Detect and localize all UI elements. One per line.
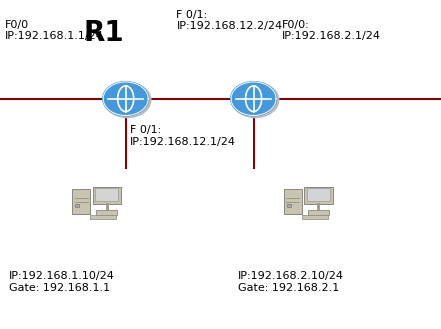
Circle shape xyxy=(232,83,279,117)
Text: F0/0
IP:192.168.1.1/24: F0/0 IP:192.168.1.1/24 xyxy=(4,20,103,41)
FancyBboxPatch shape xyxy=(304,187,333,204)
Text: IP:192.168.1.10/24
Gate: 192.168.1.1: IP:192.168.1.10/24 Gate: 192.168.1.1 xyxy=(9,271,115,293)
FancyBboxPatch shape xyxy=(72,189,90,214)
FancyBboxPatch shape xyxy=(93,187,121,204)
Text: IP:192.168.2.10/24
Gate: 192.168.2.1: IP:192.168.2.10/24 Gate: 192.168.2.1 xyxy=(238,271,344,293)
Circle shape xyxy=(103,82,149,116)
FancyBboxPatch shape xyxy=(307,189,330,201)
FancyBboxPatch shape xyxy=(95,189,118,201)
Circle shape xyxy=(104,83,151,117)
FancyBboxPatch shape xyxy=(284,189,302,214)
Text: R1: R1 xyxy=(83,19,124,47)
FancyBboxPatch shape xyxy=(308,210,329,215)
Circle shape xyxy=(231,82,277,116)
FancyBboxPatch shape xyxy=(287,204,291,207)
Text: F 0/1:
IP:192.168.12.2/24: F 0/1: IP:192.168.12.2/24 xyxy=(176,10,283,32)
FancyBboxPatch shape xyxy=(302,215,328,219)
FancyBboxPatch shape xyxy=(90,215,116,219)
FancyBboxPatch shape xyxy=(75,204,79,207)
FancyBboxPatch shape xyxy=(96,210,117,215)
Text: F 0/1:
IP:192.168.12.1/24: F 0/1: IP:192.168.12.1/24 xyxy=(130,125,236,147)
Text: F0/0:
IP:192.168.2.1/24: F0/0: IP:192.168.2.1/24 xyxy=(282,20,381,41)
